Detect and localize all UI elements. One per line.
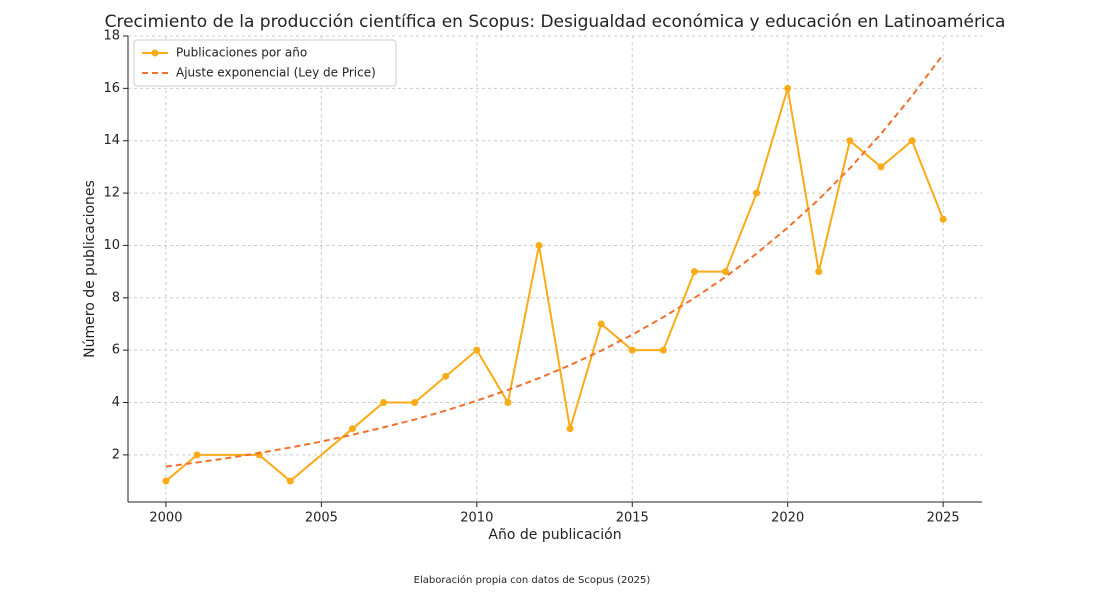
data-point bbox=[753, 189, 761, 197]
legend: Publicaciones por año Ajuste exponencial … bbox=[133, 39, 397, 87]
y-tick-label: 6 bbox=[112, 343, 120, 358]
legend-label: Ajuste exponencial (Ley de Price) bbox=[176, 66, 376, 80]
x-tick-label: 2010 bbox=[460, 511, 493, 526]
y-tick-label: 4 bbox=[112, 395, 120, 410]
x-tick-label: 2005 bbox=[305, 511, 338, 526]
data-point bbox=[722, 268, 730, 276]
series-line bbox=[165, 88, 945, 483]
y-tick-label: 14 bbox=[103, 133, 120, 148]
data-point bbox=[380, 399, 388, 407]
caption: Elaboración propia con datos de Scopus (… bbox=[414, 574, 651, 586]
chart-title: Crecimiento de la producción científica … bbox=[105, 12, 1006, 32]
y-axis-label: Número de publicaciones bbox=[82, 180, 98, 358]
data-point bbox=[939, 215, 947, 223]
x-tick-label: 2025 bbox=[927, 511, 960, 526]
data-point bbox=[566, 425, 574, 433]
data-point bbox=[162, 477, 170, 485]
data-point bbox=[473, 346, 481, 354]
data-point bbox=[877, 163, 885, 171]
data-point bbox=[504, 399, 512, 407]
legend-label: Publicaciones por año bbox=[176, 46, 307, 60]
data-point bbox=[784, 84, 792, 92]
legend-box bbox=[133, 39, 397, 87]
y-tick-label: 18 bbox=[103, 29, 120, 44]
data-point bbox=[286, 477, 294, 485]
data-point bbox=[815, 268, 823, 276]
data-point bbox=[535, 241, 543, 249]
data-point bbox=[442, 372, 450, 380]
x-axis-label: Año de publicación bbox=[488, 527, 621, 543]
x-tick-label: 2020 bbox=[771, 511, 804, 526]
y-tick-label: 2 bbox=[112, 447, 120, 462]
data-point bbox=[659, 346, 667, 354]
series-line bbox=[165, 53, 944, 468]
y-tick-label: 16 bbox=[103, 81, 120, 96]
y-tick-label: 8 bbox=[112, 290, 120, 305]
y-tick-label: 12 bbox=[103, 186, 120, 201]
x-tick-label: 2015 bbox=[616, 511, 649, 526]
data-point bbox=[193, 451, 201, 459]
data-point bbox=[628, 346, 636, 354]
data-point bbox=[348, 425, 356, 433]
data-point bbox=[908, 137, 916, 145]
data-point bbox=[597, 320, 605, 328]
legend-marker bbox=[151, 49, 159, 57]
data-point bbox=[690, 268, 698, 276]
data-point bbox=[411, 399, 419, 407]
x-tick-label: 2000 bbox=[149, 511, 182, 526]
data-point bbox=[846, 137, 854, 145]
y-tick-label: 10 bbox=[103, 238, 120, 253]
